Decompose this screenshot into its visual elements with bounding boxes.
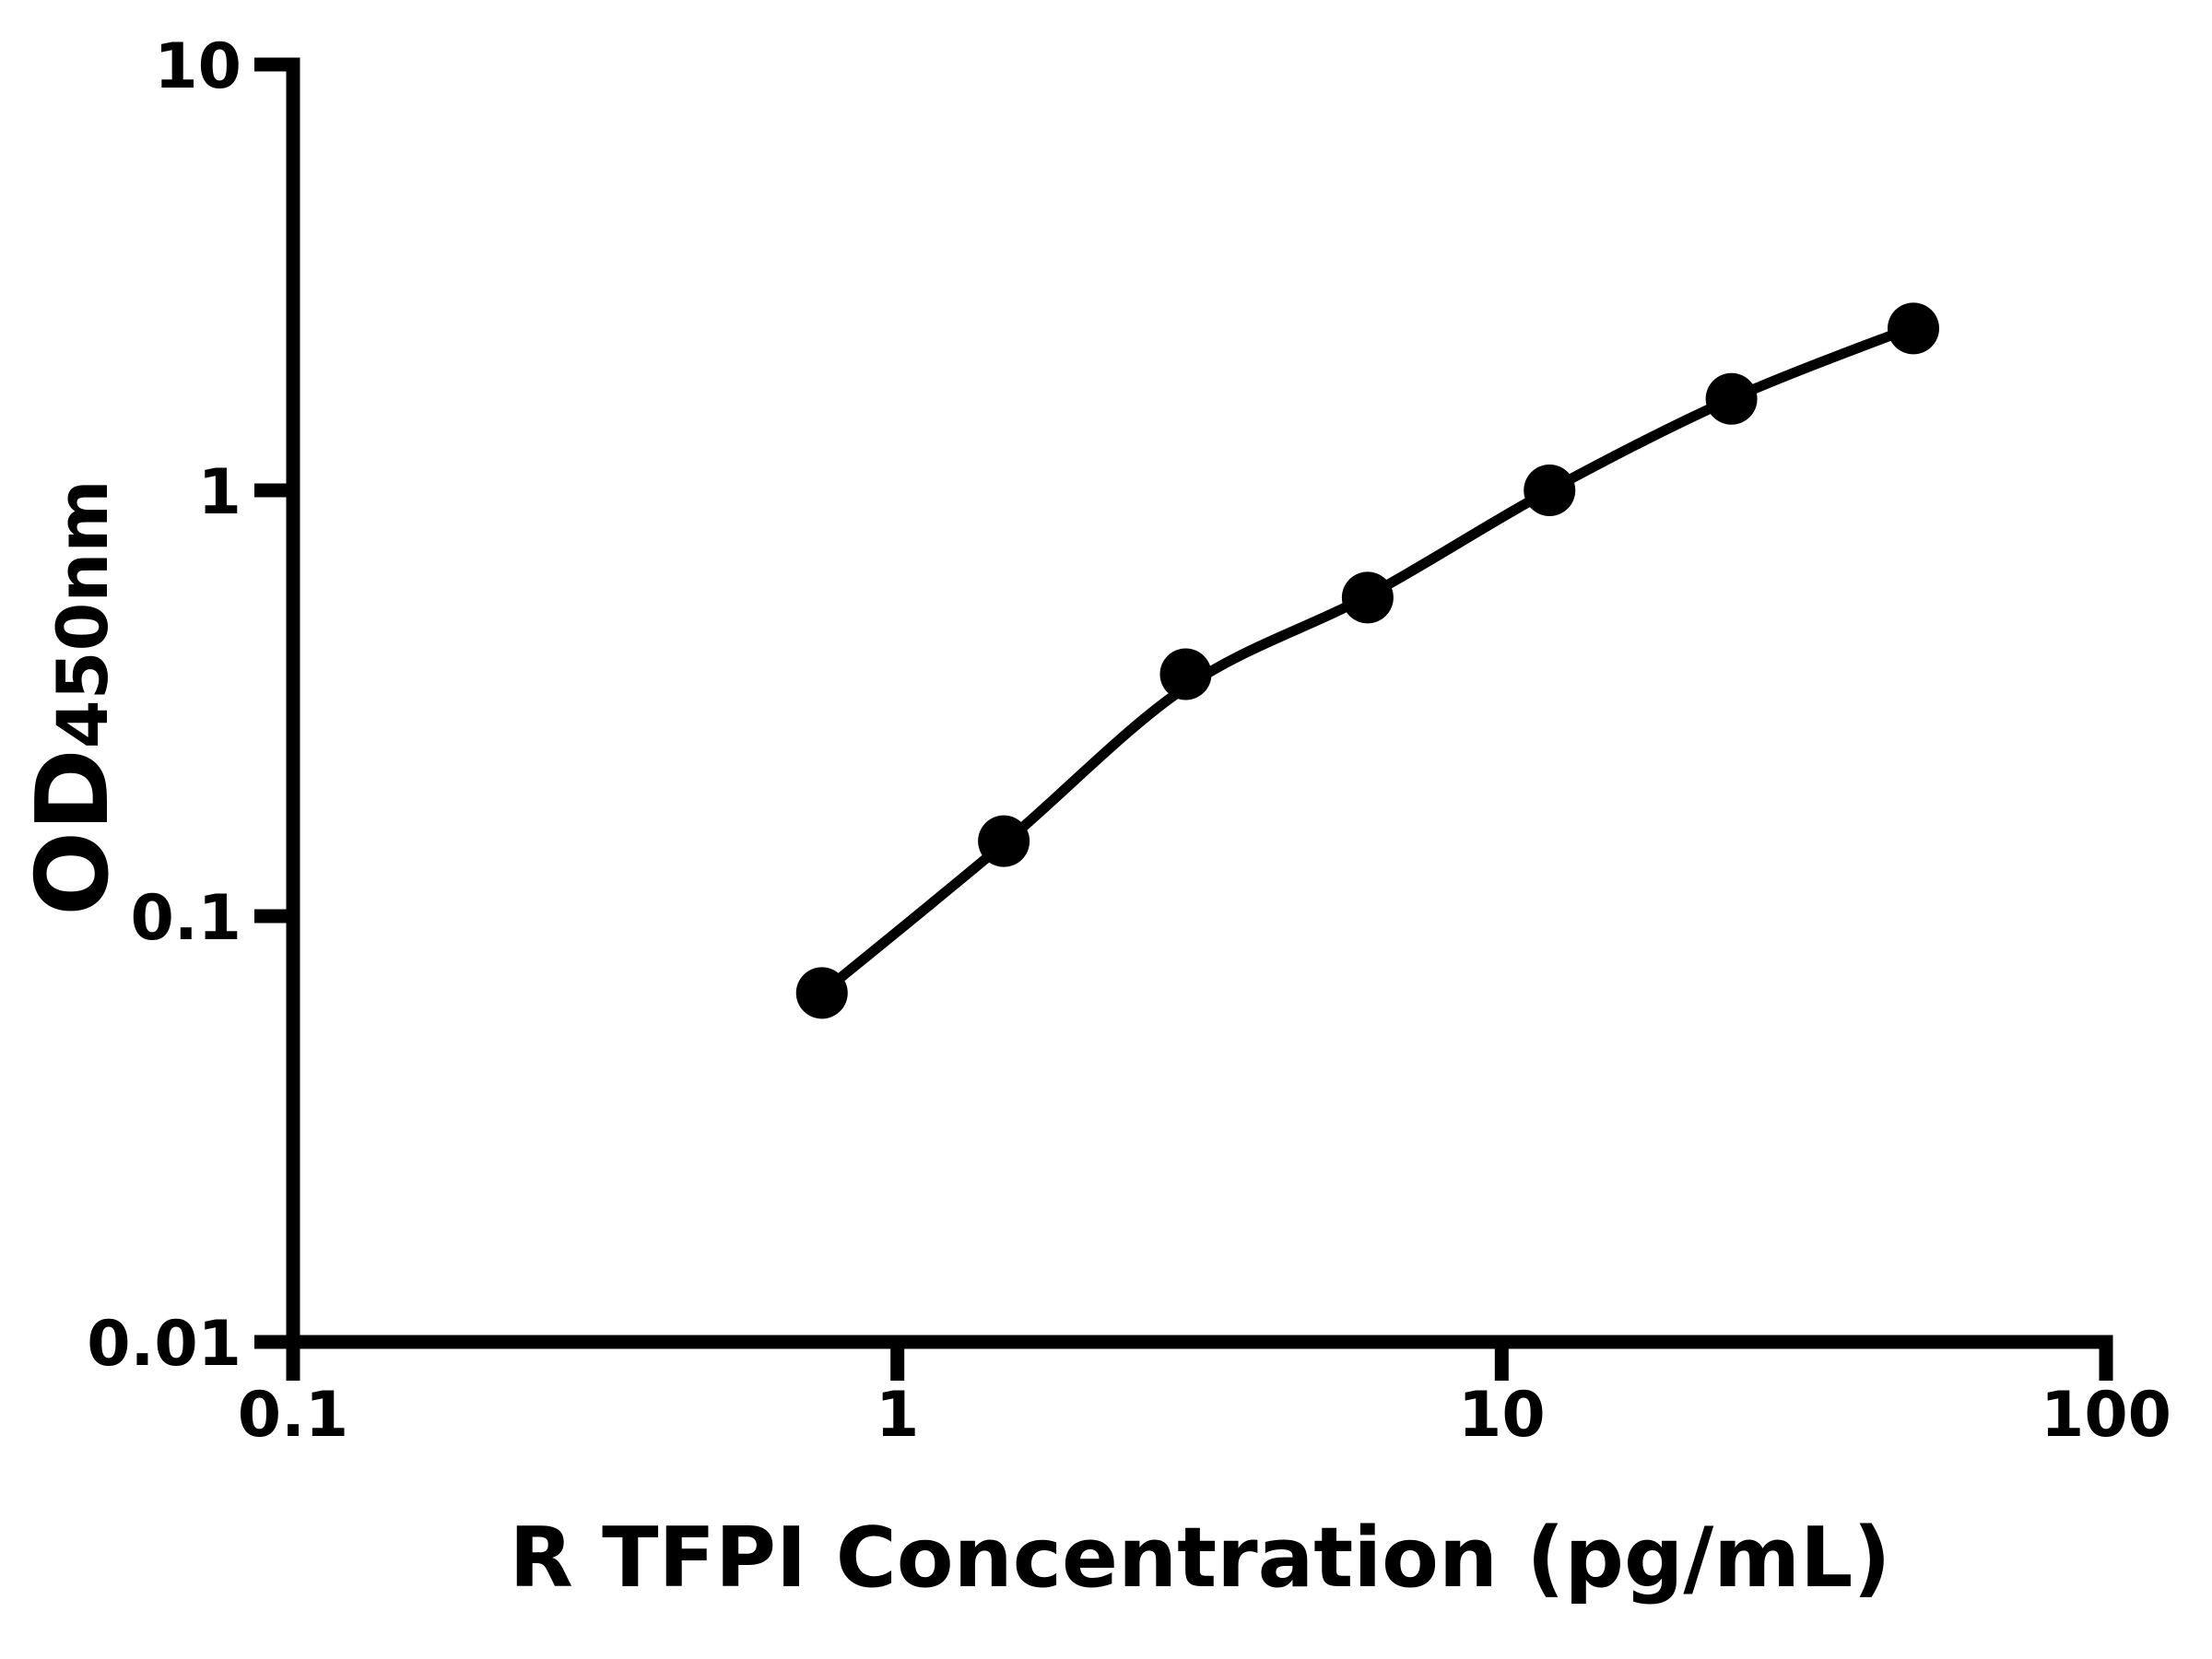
data-point — [1888, 302, 1940, 355]
data-point — [1159, 648, 1212, 700]
data-point — [978, 815, 1030, 867]
x-tick-label: 1 — [876, 1379, 919, 1452]
y-axis-title: OD450nm — [16, 465, 131, 931]
x-axis-title: R TFPI Concentration (pg/mL) — [509, 1510, 1891, 1606]
x-tick-label: 0.1 — [238, 1379, 348, 1452]
x-tick-label: 100 — [2041, 1379, 2171, 1452]
y-tick-label: 0.1 — [131, 882, 241, 955]
y-tick-label: 0.01 — [87, 1308, 241, 1381]
data-point — [1705, 372, 1758, 425]
y-axis-title-main: OD — [16, 748, 131, 916]
y-tick-label: 1 — [198, 456, 241, 529]
data-point — [1341, 571, 1394, 624]
y-tick-label: 10 — [154, 30, 241, 103]
y-axis-title-sub: 450nm — [41, 479, 124, 749]
fit-curve — [817, 322, 1919, 998]
data-point — [1524, 465, 1576, 516]
x-tick-label: 10 — [1458, 1379, 1546, 1452]
data-point — [795, 967, 848, 1019]
